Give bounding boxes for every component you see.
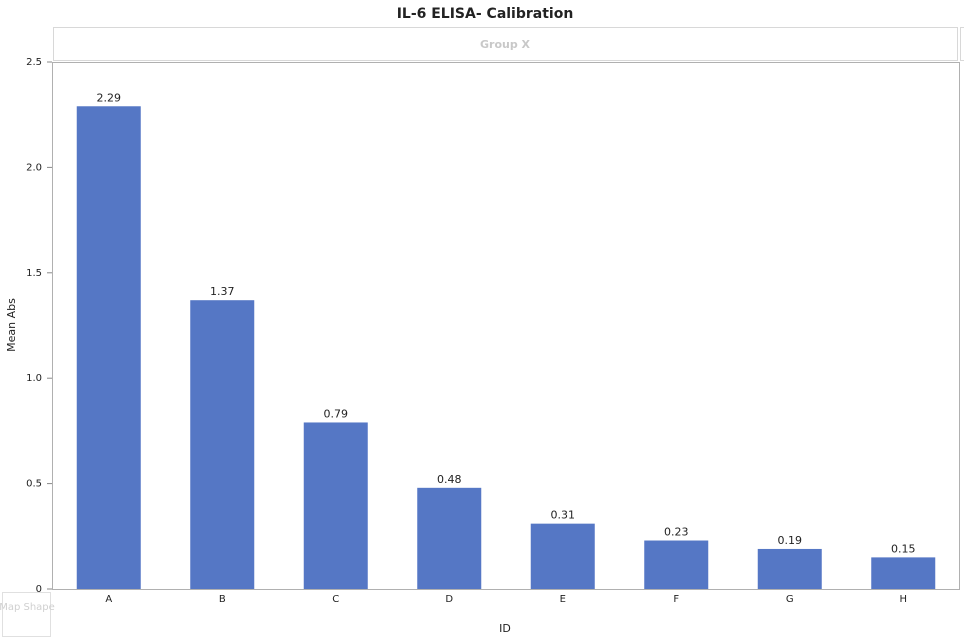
x-tick-label: C [332, 594, 339, 605]
bar [530, 523, 595, 589]
y-tick-label: 0 [36, 584, 42, 595]
x-tick-label: F [673, 594, 679, 605]
y-tick-label: 2.0 [26, 162, 42, 173]
data-label: 1.37 [210, 285, 235, 298]
bar [303, 422, 368, 589]
bar [757, 548, 822, 589]
map-shape-box [2, 592, 51, 637]
x-tick-label: E [560, 594, 566, 605]
y-tick-label: 1.0 [26, 373, 42, 384]
bar [417, 487, 482, 589]
group-header [53, 27, 958, 61]
data-label: 2.29 [97, 91, 122, 104]
data-label: 0.79 [324, 407, 349, 420]
y-tick-label: 1.5 [26, 268, 42, 279]
data-label: 0.15 [891, 542, 916, 555]
group-header-edge [960, 27, 964, 61]
bar [644, 540, 709, 589]
group-label: Group X [480, 38, 531, 51]
y-tick-label: 0.5 [26, 479, 42, 490]
x-tick-label: D [445, 594, 453, 605]
bar [76, 106, 141, 589]
data-label: 0.31 [551, 509, 576, 522]
x-tick-label: G [786, 594, 794, 605]
y-tick-label: 2.5 [26, 57, 42, 68]
x-tick-label: A [105, 594, 112, 605]
data-label: 0.48 [437, 473, 462, 486]
x-tick-label: H [899, 594, 907, 605]
map-shape-label: Map Shape [0, 602, 55, 613]
data-label: 0.19 [778, 534, 803, 547]
bar [871, 557, 936, 589]
y-axis-label: Mean Abs [5, 298, 18, 352]
bar [190, 300, 255, 589]
x-tick-label: B [219, 594, 226, 605]
x-axis-label: ID [499, 622, 511, 635]
data-label: 0.23 [664, 526, 689, 539]
plot-area [52, 62, 960, 590]
chart-title: IL-6 ELISA- Calibration [397, 6, 574, 22]
